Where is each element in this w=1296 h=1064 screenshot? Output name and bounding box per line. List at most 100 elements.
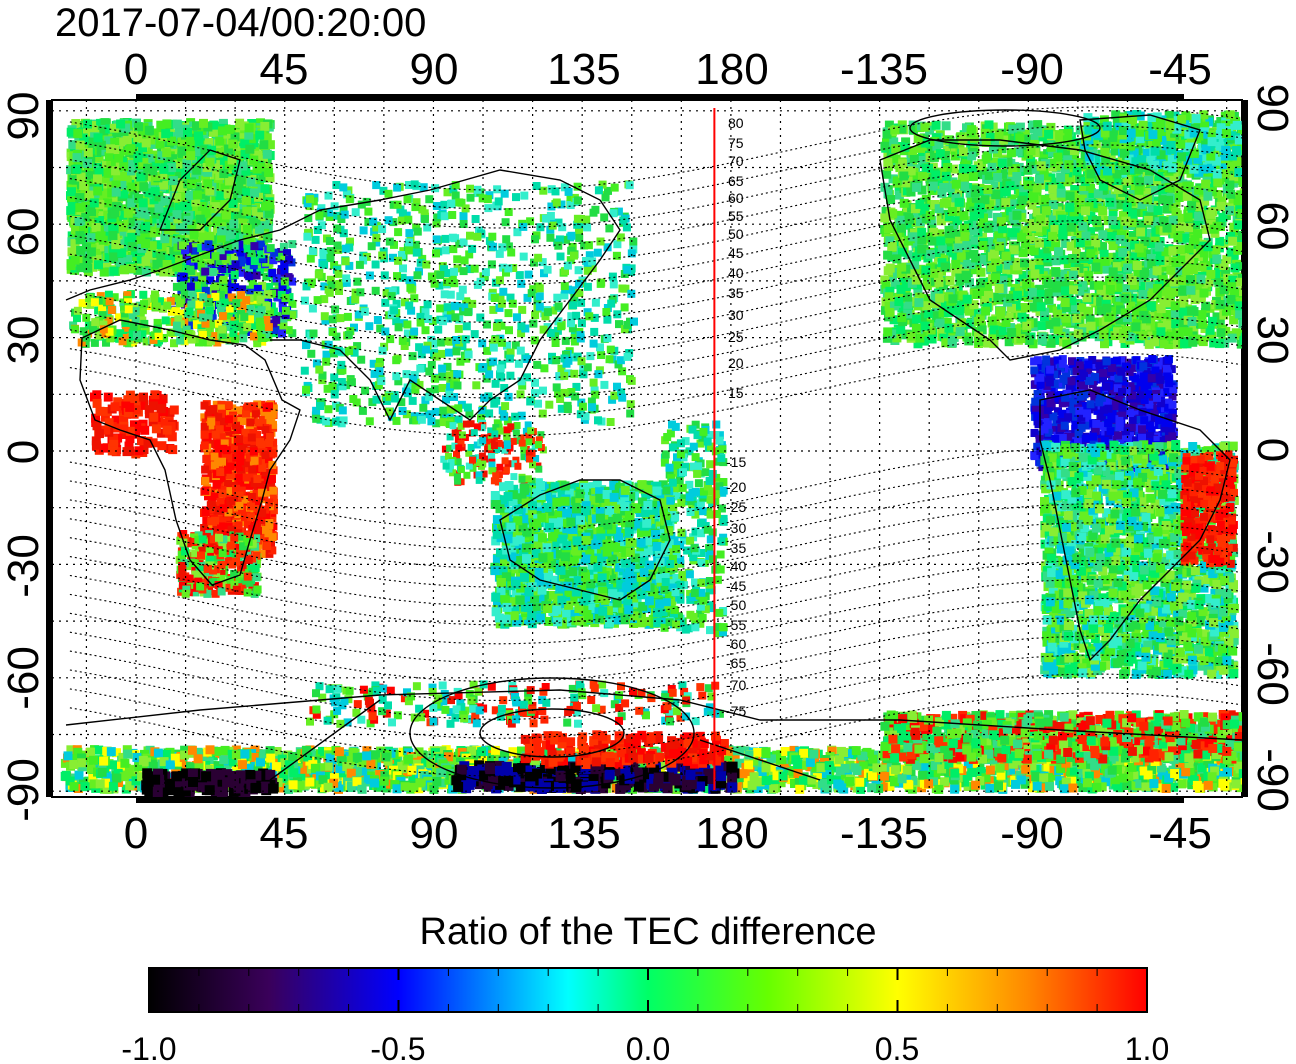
tec-cell <box>355 260 364 269</box>
tec-cell <box>262 149 272 159</box>
tec-cell <box>191 197 201 207</box>
tec-cell <box>518 439 526 447</box>
tec-cell <box>496 463 504 471</box>
tec-cell <box>191 254 199 263</box>
tec-cell <box>131 317 140 325</box>
tec-cell <box>412 223 421 232</box>
tec-cell <box>281 294 290 302</box>
tec-cell <box>533 296 542 305</box>
tec-cell <box>248 280 257 289</box>
tec-cell <box>575 233 584 242</box>
tec-cell <box>311 235 320 244</box>
tec-cell <box>146 302 155 310</box>
tec-cell <box>303 232 312 241</box>
tec-cell <box>496 364 505 373</box>
tec-cell <box>325 213 334 221</box>
tec-cell <box>172 210 182 220</box>
tec-cell <box>141 138 151 148</box>
tec-cell <box>109 266 119 276</box>
tec-cell <box>524 270 533 279</box>
tec-cell <box>425 392 434 401</box>
map-content <box>52 100 1242 797</box>
tec-cell <box>133 323 142 332</box>
tec-cell <box>562 235 570 244</box>
tec-cell <box>623 265 632 274</box>
tec-cell <box>143 145 153 155</box>
tec-cell <box>251 199 261 209</box>
tec-cell <box>122 334 131 342</box>
tec-cell <box>535 302 544 311</box>
tec-cell <box>127 232 137 242</box>
tec-cell <box>201 465 210 474</box>
tec-cell <box>385 237 394 246</box>
tec-cell <box>511 341 520 350</box>
tec-cell <box>249 447 258 456</box>
tec-cell <box>365 322 374 331</box>
tec-cell <box>492 472 500 480</box>
tec-cell <box>489 343 498 352</box>
tec-cell <box>141 267 151 277</box>
tec-cell <box>506 371 515 380</box>
tec-cell <box>235 491 244 500</box>
tec-cell <box>554 218 563 227</box>
tec-cell <box>240 579 249 588</box>
tec-cell <box>220 417 228 426</box>
tec-cell <box>268 289 276 298</box>
tec-cell <box>123 208 133 218</box>
tec-cell <box>579 370 588 379</box>
tec-cell <box>88 125 98 135</box>
tec-cell <box>490 399 499 408</box>
tec-cell <box>589 339 598 348</box>
tec-cell <box>489 357 498 366</box>
tec-cell <box>512 193 520 202</box>
tec-cell <box>504 392 513 401</box>
tec-cell <box>325 288 334 297</box>
tec-cell <box>593 248 602 257</box>
tec-cell <box>485 409 494 418</box>
tec-cell <box>518 381 527 390</box>
tec-cell <box>467 444 475 451</box>
tec-cell <box>126 144 136 154</box>
tec-cell <box>505 326 513 335</box>
tec-cell <box>109 252 119 262</box>
tec-cell <box>277 248 286 256</box>
tec-cell <box>269 420 277 429</box>
tec-cell <box>219 535 228 544</box>
tec-cell <box>218 265 227 273</box>
tec-cell <box>245 263 253 272</box>
tec-cell <box>214 319 223 328</box>
tec-cell <box>190 559 199 567</box>
tec-cell <box>128 130 138 140</box>
tec-cell <box>577 357 586 366</box>
tec-cell <box>264 257 273 266</box>
tec-cell <box>116 329 125 338</box>
right-frame-bar <box>1242 100 1248 797</box>
tec-cell <box>368 398 377 407</box>
tec-cell <box>534 253 543 262</box>
tec-cell <box>225 176 235 186</box>
tec-cell <box>103 198 113 208</box>
tec-cell <box>252 271 261 280</box>
tec-cell <box>185 307 194 316</box>
tec-cell <box>217 220 227 230</box>
tec-cell <box>209 120 219 130</box>
tec-cell <box>246 177 256 187</box>
tec-cell <box>209 268 218 276</box>
tec-cell <box>210 452 219 461</box>
tec-cell <box>108 223 118 233</box>
left-frame-bar <box>46 100 52 797</box>
tec-cell <box>203 167 213 177</box>
tec-cell <box>85 218 95 228</box>
tec-cell <box>224 124 234 134</box>
tec-cell <box>234 521 243 530</box>
tec-cell <box>205 306 214 315</box>
tec-cell <box>396 205 405 214</box>
tec-cell <box>232 231 242 241</box>
tec-cell <box>250 242 259 251</box>
tec-cell <box>143 250 153 260</box>
tec-cell <box>279 242 288 251</box>
tec-cell <box>320 282 329 291</box>
tec-cell <box>523 373 531 382</box>
tec-cell <box>221 451 230 460</box>
tec-cell <box>118 210 128 220</box>
